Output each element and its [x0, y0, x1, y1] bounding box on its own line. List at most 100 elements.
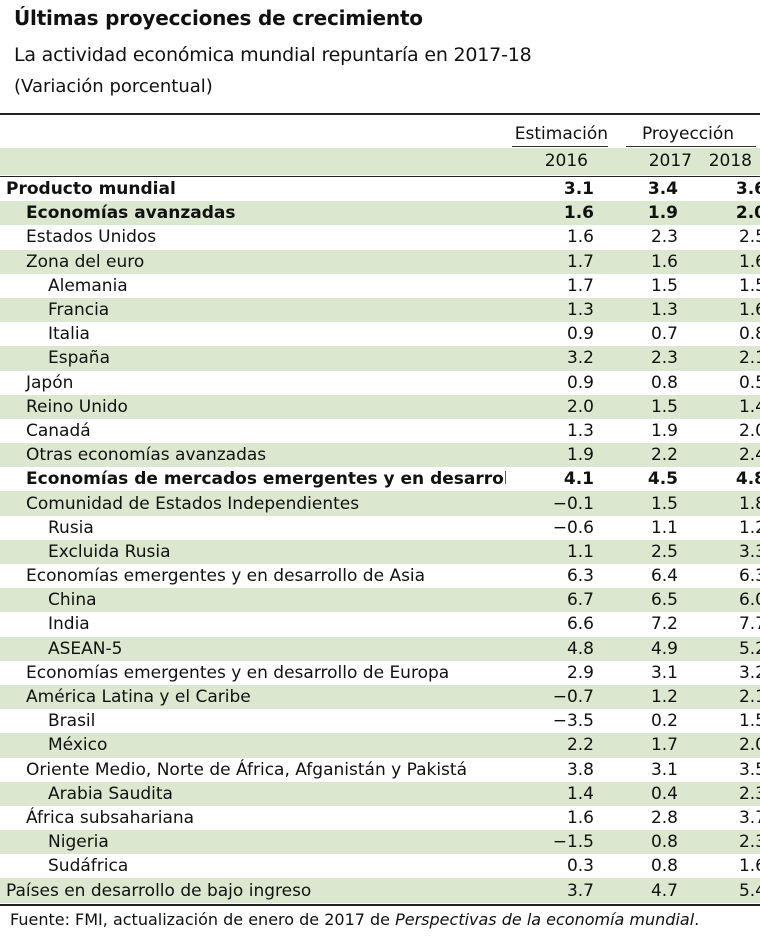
value-2016: 3.8: [566, 759, 594, 780]
units-note: (Variación porcentual): [14, 76, 213, 97]
table-row: Japón 0.9 0.8 0.5: [0, 371, 760, 395]
value-2018: 2.3: [678, 781, 760, 806]
table-row: Rusia −0.6 1.1 1.2: [0, 516, 760, 540]
value-2017: 2.8: [650, 807, 678, 828]
row-label: Producto mundial: [6, 179, 176, 200]
value-2016: 1.3: [506, 297, 606, 323]
row-label: China: [0, 588, 506, 613]
row-label: Economías de mercados emergentes y en de…: [26, 469, 506, 490]
table-row: Nigeria−1.50.82.3: [0, 830, 760, 855]
estimate-header: Estimación: [514, 124, 608, 144]
value-2016: 0.9: [566, 372, 594, 393]
value-2016: 1.7: [506, 249, 606, 274]
row-label: Excluida Rusia: [0, 539, 506, 564]
value-2018: 3.7: [738, 807, 760, 828]
row-label: África subsahariana: [26, 807, 195, 828]
bottom-rule: [0, 904, 760, 906]
row-label: España: [0, 346, 506, 371]
value-2018: 1.6: [738, 856, 760, 877]
row-label: Alemania: [48, 275, 128, 296]
table-title: Últimas proyecciones de crecimiento: [14, 6, 423, 30]
table-row: Producto mundial 3.1 3.4 3.6: [0, 177, 760, 201]
value-2018: 2.0: [678, 733, 760, 758]
value-2017: 2.2: [606, 443, 678, 468]
value-2016: 1.6: [566, 227, 594, 248]
value-2018: 1.5: [738, 275, 760, 296]
value-2017: 2.5: [606, 539, 678, 564]
value-2017: 4.5: [647, 469, 678, 490]
row-label: América Latina y el Caribe: [0, 684, 506, 710]
value-2017: 1.5: [650, 275, 678, 296]
value-2016: 4.1: [563, 469, 594, 490]
table-row: ASEAN-54.84.95.2: [0, 636, 760, 661]
value-2018: 1.6: [678, 297, 760, 323]
row-label: ASEAN-5: [0, 636, 506, 661]
value-2017: 3.1: [650, 662, 678, 683]
value-2016: 6.6: [566, 614, 594, 635]
row-label: Canadá: [26, 420, 91, 441]
table-row: Economías de mercados emergentes y en de…: [0, 467, 760, 491]
value-2018: 2.5: [738, 227, 760, 248]
value-2016: 1.4: [506, 781, 606, 806]
value-2018: 3.6: [735, 179, 760, 200]
value-2018: 0.8: [738, 324, 760, 345]
value-2016: 3.1: [563, 179, 594, 200]
value-2016: 2.2: [506, 733, 606, 758]
source-prefix: Fuente: FMI, actualización de enero de 2…: [10, 910, 396, 929]
table-body: Producto mundial 3.1 3.4 3.6 Economías avanz…: [0, 177, 760, 903]
value-2017: 0.8: [650, 372, 678, 393]
table-row: India 6.6 7.2 7.7: [0, 612, 760, 636]
value-2017: 1.3: [606, 297, 678, 323]
value-2016: 2.9: [566, 662, 594, 683]
row-label: India: [48, 614, 90, 635]
table-row: Estados Unidos 1.6 2.3 2.5: [0, 225, 760, 249]
value-2018: 5.4: [678, 878, 760, 903]
value-2018: 1.6: [678, 249, 760, 274]
value-2018: 2.0: [738, 420, 760, 441]
row-label: Francia: [0, 297, 506, 323]
estimate-underline: [512, 146, 608, 147]
row-label: México: [0, 733, 506, 758]
table-row: América Latina y el Caribe−0.71.22.1: [0, 684, 760, 710]
value-2017: 2.3: [650, 227, 678, 248]
value-2018: 1.8: [678, 491, 760, 516]
top-rule: [0, 113, 760, 115]
value-2016: −1.5: [506, 830, 606, 855]
value-2016: 1.3: [566, 420, 594, 441]
value-2017: 0.7: [650, 324, 678, 345]
row-label: Estados Unidos: [26, 227, 157, 248]
row-label: Otras economías avanzadas: [0, 443, 506, 468]
year-header-2018: 2018: [708, 151, 752, 171]
value-2016: −3.5: [552, 711, 594, 732]
value-2018: 2.4: [678, 443, 760, 468]
value-2017: 3.4: [647, 179, 678, 200]
value-2017: 1.5: [606, 491, 678, 516]
value-2016: −0.1: [506, 491, 606, 516]
row-label: Comunidad de Estados Independientes: [0, 491, 506, 516]
value-2016: 0.9: [566, 324, 594, 345]
row-label: Sudáfrica: [48, 856, 129, 877]
source-note: Fuente: FMI, actualización de enero de 2…: [10, 910, 699, 929]
value-2018: 7.7: [738, 614, 760, 635]
value-2017: 0.8: [606, 830, 678, 855]
row-label: Economías emergentes y en desarrollo de …: [26, 662, 450, 683]
value-2016: −0.6: [552, 517, 594, 538]
value-2017: 1.1: [650, 517, 678, 538]
value-2018: 2.3: [678, 830, 760, 855]
table-row: Italia 0.9 0.7 0.8: [0, 322, 760, 346]
projection-underline: [626, 146, 756, 147]
table-row: África subsahariana 1.6 2.8 3.7: [0, 806, 760, 830]
row-label: Nigeria: [0, 830, 506, 855]
value-2018: 1.2: [738, 517, 760, 538]
row-label: Italia: [48, 324, 90, 345]
row-label: Oriente Medio, Norte de África, Afganist…: [26, 759, 467, 780]
value-2016: 1.9: [506, 443, 606, 468]
value-2017: 1.9: [650, 420, 678, 441]
value-2016: 3.2: [506, 346, 606, 371]
table-row: Sudáfrica 0.3 0.8 1.6: [0, 854, 760, 878]
row-label: Economías avanzadas: [0, 201, 506, 226]
